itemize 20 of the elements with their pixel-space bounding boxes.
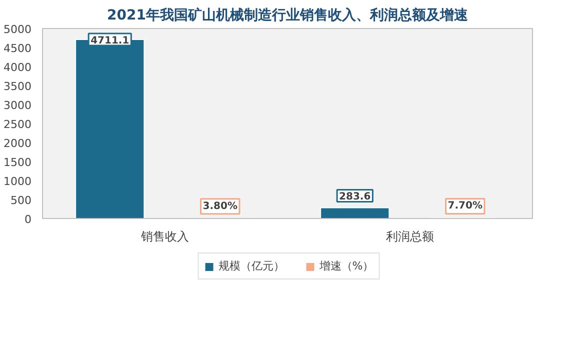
y-tick-label: 1500 [4, 156, 32, 169]
y-tick-label: 0 [24, 213, 32, 226]
y-tick-label: 3000 [4, 99, 32, 112]
chart-title: 2021年我国矿山机械制造行业销售收入、利润总额及增速 [107, 6, 469, 24]
legend-label: 规模（亿元） [218, 258, 284, 274]
y-tick-label: 2500 [4, 118, 32, 131]
y-tick-label: 5000 [4, 23, 32, 36]
x-tick-label: 利润总额 [386, 230, 434, 244]
y-tick-label: 4000 [4, 61, 32, 74]
data-label: 4711.1 [90, 35, 130, 46]
y-tick-label: 2000 [4, 137, 32, 150]
y-tick-label: 1000 [4, 175, 32, 188]
x-tick-label: 销售收入 [140, 230, 189, 244]
legend-label: 增速（%） [319, 258, 374, 274]
y-tick-label: 3500 [4, 80, 32, 93]
y-tick-label: 4500 [4, 42, 32, 55]
data-label: 7.70% [448, 200, 482, 212]
data-label: 3.80% [202, 200, 238, 212]
y-tick-label: 500 [10, 194, 32, 207]
data-label: 283.6 [339, 192, 371, 203]
